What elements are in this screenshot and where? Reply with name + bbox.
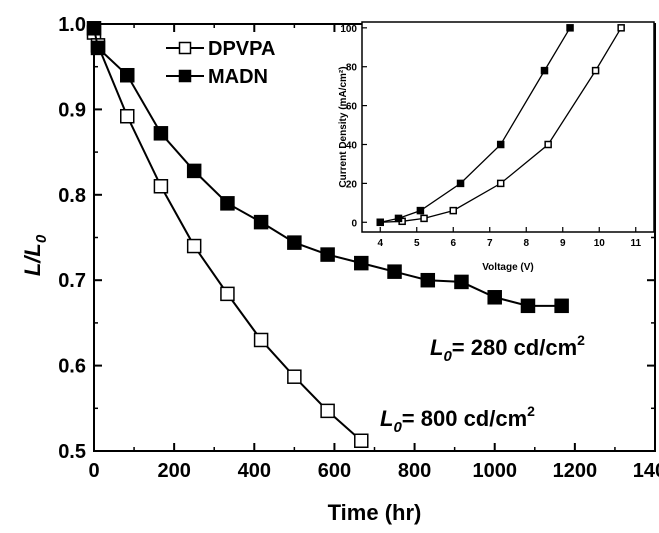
data-point-madn [421,274,434,287]
legend-entry-dpvpa: DPVPA [166,38,275,60]
x-tick-label: 1400 [633,460,659,482]
inset-frame [362,22,654,232]
inset-data-point-dpvpa [618,25,624,31]
y-axis-title-main: L/L [20,243,45,276]
inset-data-point-dpvpa [498,180,504,186]
inset-x-tick-label: 4 [377,238,383,249]
data-point-dpvpa [121,110,134,123]
inset-x-tick-label: 7 [487,238,493,249]
data-point-madn [288,236,301,249]
series-dpvpa [88,26,368,447]
legend-marker [180,43,191,54]
y-tick-label: 0.7 [58,270,86,292]
inset-data-point-madn [417,208,423,214]
data-point-madn [355,257,368,270]
y-tick-label: 0.8 [58,185,86,207]
series-line-dpvpa [94,33,361,441]
x-tick-label: 400 [238,460,271,482]
data-point-madn [321,248,334,261]
inset-data-point-madn [458,180,464,186]
legend-label: DPVPA [208,38,275,60]
inset-y-tick-label: 0 [351,218,357,229]
x-tick-label: 1000 [472,460,517,482]
data-point-madn [221,197,234,210]
annotation-text: = 280 cd/cm [452,335,577,360]
legend-marker [180,71,191,82]
data-point-madn [488,291,501,304]
inset-x-tick-label: 6 [450,238,456,249]
data-point-madn [388,265,401,278]
y-tick-label: 0.6 [58,356,86,378]
inset-data-point-dpvpa [421,215,427,221]
data-point-dpvpa [288,370,301,383]
data-point-madn [188,164,201,177]
inset-data-point-dpvpa [450,208,456,214]
inset-data-point-madn [396,215,402,221]
inset-data-point-madn [542,68,548,74]
inset-y-tick-label: 100 [340,24,357,35]
inset-data-point-dpvpa [545,142,551,148]
inset-x-tick-label: 5 [414,238,420,249]
inset-x-axis-title: Voltage (V) [482,262,533,273]
y-tick-label: 1.0 [58,14,86,36]
inset-x-tick-label: 9 [560,238,566,249]
annotation-sup: 2 [577,332,585,348]
x-axis-title: Time (hr) [328,500,422,525]
annotation-prefix: L [430,335,443,360]
data-point-dpvpa [255,333,268,346]
inset-data-point-madn [567,25,573,31]
data-point-madn [555,299,568,312]
data-point-madn [255,216,268,229]
data-point-dpvpa [355,434,368,447]
y-tick-label: 0.9 [58,99,86,121]
annotation-sup: 2 [527,403,535,419]
x-tick-label: 800 [398,460,431,482]
annotation-madn: L0= 280 cd/cm2 [430,332,585,365]
annotation-prefix: L [380,406,393,431]
legend-entry-madn: MADN [166,66,268,88]
data-point-madn [121,69,134,82]
data-point-madn [154,127,167,140]
y-axis-title: L/L0 [20,234,50,276]
x-tick-label: 1200 [553,460,598,482]
data-point-madn [92,41,105,54]
inset-y-axis-title: Current Density (mA/cm²) [338,66,349,187]
inset-x-tick-label: 8 [523,238,529,249]
data-point-madn [521,299,534,312]
annotation-text: = 800 cd/cm [402,406,527,431]
data-point-dpvpa [221,287,234,300]
data-point-dpvpa [321,404,334,417]
x-tick-label: 0 [88,460,99,482]
inset-x-tick-label: 11 [630,238,641,249]
x-tick-label: 200 [157,460,190,482]
y-tick-label: 0.5 [58,441,86,463]
data-point-madn [455,275,468,288]
data-point-dpvpa [188,240,201,253]
inset-data-point-dpvpa [593,68,599,74]
inset-data-point-madn [498,142,504,148]
legend-label: MADN [208,66,268,88]
annotation-dpvpa: L0= 800 cd/cm2 [380,403,535,436]
data-point-dpvpa [154,180,167,193]
inset-data-point-madn [377,219,383,225]
data-point-madn [88,22,101,35]
inset-x-tick-label: 10 [594,238,606,249]
y-axis-title-sub: 0 [33,234,50,243]
x-tick-label: 600 [318,460,351,482]
